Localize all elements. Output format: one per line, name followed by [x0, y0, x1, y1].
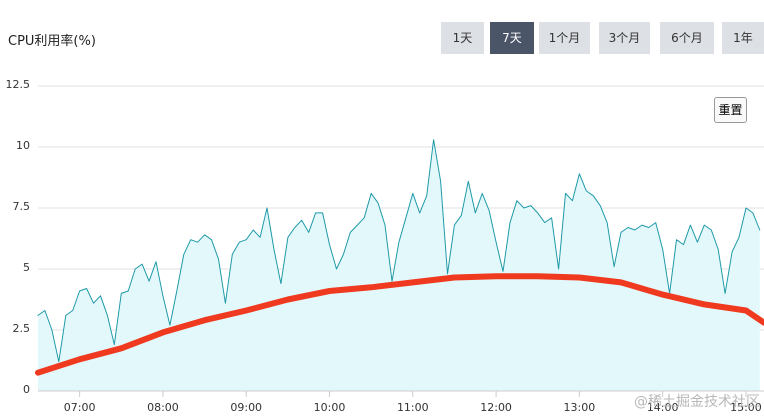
range-button[interactable]: 6个月 [660, 22, 714, 54]
y-tick-label: 12.5 [6, 78, 31, 91]
x-tick-label: 15:00 [730, 401, 762, 414]
x-tick-label: 14:00 [647, 401, 679, 414]
range-button[interactable]: 1年 [722, 22, 764, 54]
y-tick-label: 5 [23, 261, 30, 274]
x-tick-label: 10:00 [314, 401, 346, 414]
x-tick-label: 07:00 [64, 401, 96, 414]
range-button[interactable]: 1个月 [539, 22, 590, 54]
range-button[interactable]: 3个月 [599, 22, 650, 54]
watermark: @稀土掘金技术社区 [634, 394, 760, 410]
x-tick-label: 08:00 [147, 401, 179, 414]
x-tick-label: 12:00 [480, 401, 512, 414]
x-tick-label: 11:00 [397, 401, 429, 414]
range-button[interactable]: 7天 [490, 22, 534, 54]
line [37, 139, 761, 363]
y-tick-label: 0 [23, 383, 30, 396]
y-tick-label: 7.5 [13, 200, 31, 213]
y-tick-label: 2.5 [13, 322, 31, 335]
area [38, 139, 760, 391]
line [35, 273, 764, 376]
reset-button[interactable]: 重置 [714, 97, 747, 123]
x-tick-label: 13:00 [564, 401, 596, 414]
range-button[interactable]: 1天 [441, 22, 484, 54]
x-tick-label: 09:00 [230, 401, 262, 414]
y-tick-label: 10 [16, 139, 30, 152]
chart-title: CPU利用率(%) [8, 34, 96, 49]
